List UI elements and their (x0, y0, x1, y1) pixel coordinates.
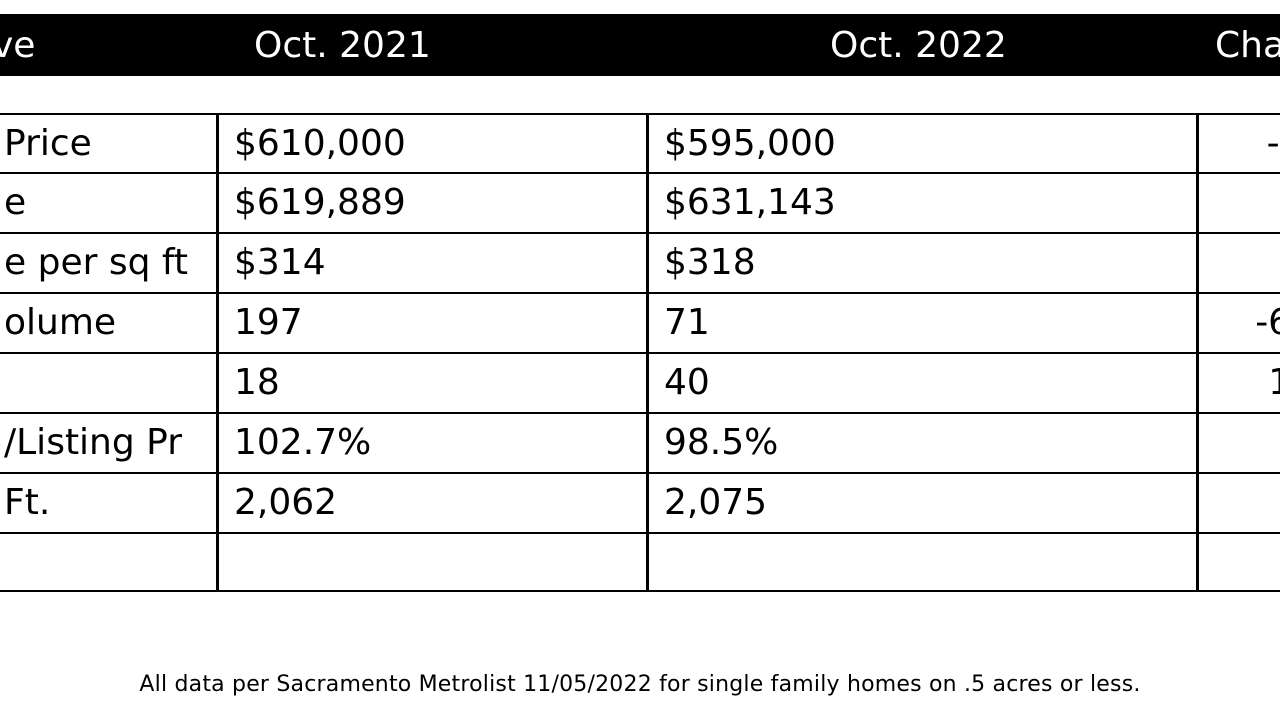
row-label: Price (4, 123, 92, 164)
cell-oct-2021: 18 (234, 362, 280, 403)
cell-change: 1. (1200, 174, 1280, 232)
row-label: /Listing Pr (4, 422, 183, 463)
table-row: Price $610,000 $595,000 -2. (0, 113, 1280, 173)
table-row: /Listing Pr 102.7% 98.5% - (0, 412, 1280, 472)
cell-oct-2022: $318 (664, 242, 756, 283)
row-label: e (4, 182, 27, 223)
column-divider (216, 113, 219, 591)
table-row: olume 197 71 -64 (0, 292, 1280, 352)
row-label (4, 354, 216, 412)
column-divider (1196, 113, 1199, 591)
change-value: 12 (1268, 362, 1280, 403)
column-divider (646, 113, 649, 591)
cell-change (1200, 534, 1280, 592)
change-value: -64 (1255, 302, 1280, 343)
cell-oct-2021: $314 (234, 242, 326, 283)
cell-oct-2022: 98.5% (664, 422, 779, 463)
row-label (4, 534, 216, 592)
cell-change: 1 (1200, 234, 1280, 292)
data-table: Price $610,000 $595,000 -2. e $619,889 $… (0, 113, 1280, 592)
cell-oct-2021: $619,889 (234, 182, 406, 223)
cell-oct-2021: 197 (234, 302, 303, 343)
row-label: e per sq ft (4, 242, 189, 283)
table-row: e $619,889 $631,143 1. (0, 172, 1280, 232)
cell-oct-2022: 40 (664, 362, 710, 403)
cell-oct-2022: $631,143 (664, 182, 836, 223)
header-cell-change: Cha (1215, 25, 1280, 66)
cell-change: - (1200, 414, 1280, 472)
table-row: Ft. 2,062 2,075 . (0, 472, 1280, 532)
table-header: ve Oct. 2021 Oct. 2022 Cha (0, 14, 1280, 76)
cell-change: -2. (1200, 115, 1280, 173)
header-cell-oct-2021: Oct. 2021 (254, 25, 431, 66)
cell-oct-2022: $595,000 (664, 123, 836, 164)
row-label: olume (4, 302, 117, 343)
table-row: 18 40 12 (0, 352, 1280, 412)
header-cell-metric: ve (0, 25, 36, 66)
cell-oct-2021 (234, 534, 634, 592)
cell-change: 12 (1200, 354, 1280, 412)
cell-change: -64 (1200, 294, 1280, 352)
cell-oct-2021: 102.7% (234, 422, 372, 463)
source-footnote: All data per Sacramento Metrolist 11/05/… (139, 672, 1141, 697)
header-cell-oct-2022: Oct. 2022 (830, 25, 1007, 66)
cell-oct-2022: 2,075 (664, 482, 768, 523)
table-bottom-border (0, 590, 1280, 592)
cell-oct-2021: 2,062 (234, 482, 338, 523)
change-value: -2. (1266, 123, 1280, 164)
cell-oct-2022: 71 (664, 302, 710, 343)
table-row (0, 532, 1280, 592)
cell-change: . (1200, 474, 1280, 532)
table-row: e per sq ft $314 $318 1 (0, 232, 1280, 292)
cell-oct-2022 (664, 534, 1184, 592)
row-label: Ft. (4, 482, 51, 523)
cell-oct-2021: $610,000 (234, 123, 406, 164)
